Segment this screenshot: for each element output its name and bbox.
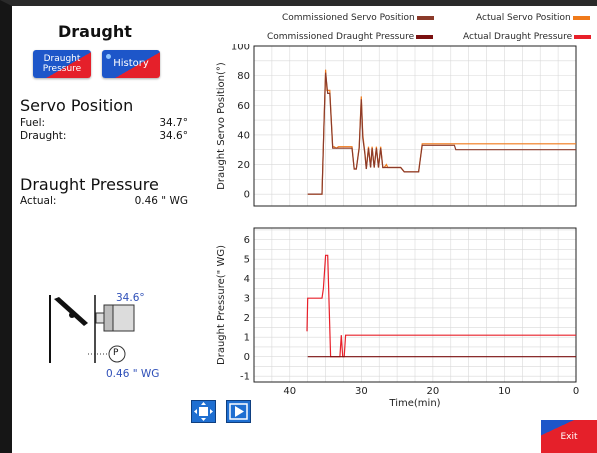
servo-position-heading: Servo Position — [20, 96, 134, 115]
fit-view-button[interactable] — [191, 400, 216, 423]
legend-actual-draught-swatch — [574, 35, 592, 39]
y-tick-label: 60 — [237, 101, 250, 112]
legend-commissioned-draught: Commissioned Draught Pressure — [267, 32, 434, 42]
fuel-row: Fuel: 34.7° — [20, 117, 188, 129]
legend-commissioned-servo-label: Commissioned Servo Position — [282, 13, 415, 23]
y-tick-label: 20 — [237, 160, 250, 171]
y-tick-label: 2 — [244, 313, 250, 324]
draught-pressure-button[interactable]: Draught Pressure — [33, 50, 91, 78]
diagram-pressure-value: 0.46 " WG — [106, 368, 160, 380]
diagram-servo-value: 34.6° — [116, 292, 145, 304]
y-tick-label: -1 — [240, 372, 250, 383]
history-indicator-icon — [106, 54, 111, 59]
y-axis-label: Draught Pressure(" WG) — [216, 245, 227, 365]
x-tick-label: 10 — [498, 386, 511, 397]
legend-actual-draught-label: Actual Draught Pressure — [463, 32, 573, 42]
history-button-label: History — [113, 58, 149, 69]
servo-position-chart: 0 20 40 60 80 100 Draught Servo Position(°) — [216, 44, 577, 207]
y-tick-label: 80 — [237, 71, 250, 82]
legend-commissioned-draught-swatch — [416, 35, 434, 39]
damper-blade-icon — [54, 297, 88, 326]
pressure-sensor-icon — [108, 345, 126, 363]
actual-pressure-label: Actual: — [20, 195, 57, 207]
x-tick-label: 0 — [573, 386, 579, 397]
pressure-sensor-symbol: P — [113, 348, 119, 358]
y-tick-label: 6 — [244, 235, 250, 246]
y-tick-label: 5 — [244, 255, 250, 266]
plot-border — [253, 45, 577, 207]
y-tick-label: 40 — [237, 130, 250, 141]
y-tick-label: 0 — [244, 352, 250, 363]
legend-actual-draught: Actual Draught Pressure — [463, 32, 592, 42]
servo-motor-end — [103, 304, 114, 332]
exit-button[interactable]: Exit — [541, 420, 597, 453]
x-tick-label: 40 — [283, 386, 296, 397]
legend-actual-servo-swatch — [572, 16, 590, 20]
plot-border — [253, 227, 577, 383]
x-tick-label: 20 — [427, 386, 440, 397]
y-tick-label: 0 — [244, 190, 250, 201]
actual-pressure-value: 0.46 " WG — [134, 195, 188, 207]
damper-pivot-icon — [69, 312, 75, 318]
fuel-label: Fuel: — [20, 117, 46, 129]
legend-actual-servo-label: Actual Servo Position — [476, 13, 571, 23]
draught-pressure-heading: Draught Pressure — [20, 175, 159, 194]
legend-commissioned-servo: Commissioned Servo Position — [282, 13, 434, 23]
y-tick-label: 4 — [244, 274, 250, 285]
y-tick-label: 1 — [244, 333, 250, 344]
fit-view-icon — [194, 402, 213, 421]
y-tick-label: 100 — [231, 44, 250, 53]
x-axis-label: Time(min) — [388, 398, 440, 409]
draught-pressure-chart: -1 0 1 2 3 4 5 6 40 30 20 10 0 Time(min) Draught Press… — [216, 227, 579, 409]
series-line-commissioned-servo-position — [307, 72, 576, 195]
legend-commissioned-servo-swatch — [416, 16, 434, 20]
draught-value: 34.6° — [159, 130, 188, 142]
y-axis-label: Draught Servo Position(°) — [216, 62, 227, 190]
legend-actual-servo: Actual Servo Position — [476, 13, 590, 23]
legend-commissioned-draught-label: Commissioned Draught Pressure — [267, 32, 415, 42]
next-button[interactable] — [226, 400, 251, 423]
page-title: Draught — [58, 22, 132, 41]
history-button[interactable]: History — [102, 50, 160, 78]
draught-label: Draught: — [20, 130, 67, 142]
actual-pressure-row: Actual: 0.46 " WG — [20, 195, 188, 207]
next-arrow-icon — [229, 403, 248, 420]
x-tick-label: 30 — [355, 386, 368, 397]
servo-coupling-icon — [95, 312, 105, 324]
draught-row: Draught: 34.6° — [20, 130, 188, 142]
damper-diagram — [49, 295, 135, 363]
fuel-value: 34.7° — [159, 117, 188, 129]
y-tick-label: 3 — [244, 294, 250, 305]
